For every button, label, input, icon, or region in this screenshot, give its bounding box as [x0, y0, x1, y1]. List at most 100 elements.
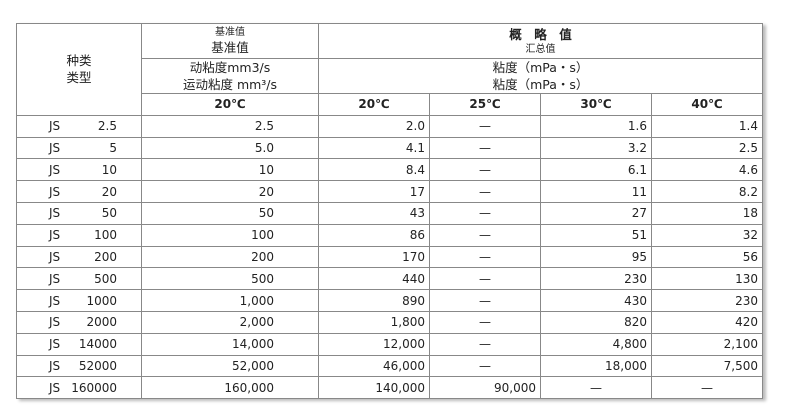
type-prefix: JS [49, 228, 61, 243]
type-grade: 10 [101, 162, 117, 177]
value-cell: 2,000 [141, 310, 319, 334]
table-row: JS 5 5.0 4.1—3.2 2.5 [16, 136, 763, 160]
value-cell: 1,000 [141, 289, 319, 312]
value-cell: 8.2 [651, 180, 763, 203]
approx-label: 概 略 值 [509, 27, 572, 42]
approx-unit-2: 粘度（mPa・s） [492, 77, 589, 92]
value-cell: — [429, 310, 541, 334]
value-cell: 4.1 [318, 136, 430, 160]
type-label: 种类 [66, 53, 92, 69]
reference-label: 基准值 [211, 40, 249, 55]
type-cell: JS 1000 [16, 289, 142, 312]
value-cell: 6.1 [540, 158, 652, 182]
type-grade: 160000 [71, 380, 117, 395]
table-row: JS 20 20 17—11 8.2 [16, 180, 763, 203]
type-cell: JS 100 [16, 223, 142, 247]
type-grade: 20 [101, 184, 117, 199]
type-cell: JS 500 [16, 267, 142, 291]
type-cell: JS 2.5 [16, 114, 142, 138]
type-prefix: JS [49, 293, 61, 308]
value-cell: 56 [651, 245, 763, 269]
viscosity-table: 种类 类型 基准值 基准值 概 略 值汇总值 动粘度mm3/s 运动粘度 mm³/s … [16, 23, 763, 400]
value-cell: 4.6 [651, 158, 763, 182]
value-cell: 820 [540, 310, 652, 334]
approx-unit: 粘度（mPa・s） 粘度（mPa・s） [318, 58, 763, 94]
type-prefix: JS [49, 315, 61, 330]
table-row: JS 50 50 43—27 18 [16, 201, 763, 225]
approx-label-small: 汇总值 [525, 44, 556, 55]
value-cell: 1,800 [318, 310, 430, 334]
value-cell: 43 [318, 201, 430, 225]
value-cell: — [429, 136, 541, 160]
value-cell: 27 [540, 201, 652, 225]
value-cell: 18,000 [540, 354, 652, 378]
type-prefix: JS [49, 119, 61, 134]
type-header: 种类 类型 [16, 23, 142, 116]
value-cell: 230 [540, 267, 652, 291]
table-row: JS 14000 14,000 12,000—4,800 2,100 [16, 332, 763, 356]
approx-header: 概 略 值汇总值 [318, 23, 763, 59]
value-cell: 12,000 [318, 332, 430, 356]
type-grade: 14000 [78, 337, 117, 352]
temp-header: 25℃ [429, 93, 541, 116]
value-cell: 2.0 [318, 114, 430, 138]
value-cell: 1.4 [651, 114, 763, 138]
value-cell: 4,800 [540, 332, 652, 356]
value-cell: — [429, 158, 541, 182]
temp-header: 20℃ [318, 93, 430, 116]
value-cell: 140,000 [318, 376, 430, 400]
value-cell: 52,000 [141, 354, 319, 378]
type-grade: 100 [94, 228, 117, 243]
value-cell: — [429, 332, 541, 356]
value-cell: — [429, 223, 541, 247]
reference-unit-2: 运动粘度 mm³/s [182, 77, 278, 92]
value-cell: 90,000 [429, 376, 541, 400]
value-cell: 86 [318, 223, 430, 247]
value-cell: — [429, 201, 541, 225]
value-cell: 160,000 [141, 376, 319, 400]
type-cell: JS 50 [16, 201, 142, 225]
table-row: JS 500 500 440—230 130 [16, 267, 763, 291]
table-row: JS 100 100 86—51 32 [16, 223, 763, 247]
type-grade: 500 [94, 271, 117, 286]
value-cell: 230 [651, 289, 763, 312]
value-cell: 170 [318, 245, 430, 269]
value-cell: 130 [651, 267, 763, 291]
temp-header: 40℃ [651, 93, 763, 116]
type-prefix: JS [49, 380, 61, 395]
value-cell: 3.2 [540, 136, 652, 160]
table-row: JS 10 10 8.4—6.1 4.6 [16, 158, 763, 182]
value-cell: 500 [141, 267, 319, 291]
type-grade: 1000 [86, 293, 117, 308]
type-prefix: JS [49, 337, 61, 352]
value-cell: 7,500 [651, 354, 763, 378]
type-prefix: JS [49, 140, 61, 155]
type-prefix: JS [49, 271, 61, 286]
value-cell: 2.5 [141, 114, 319, 138]
value-cell: 32 [651, 223, 763, 247]
table-row: JS 52000 52,000 46,000—18,000 7,500 [16, 354, 763, 378]
type-prefix: JS [49, 249, 61, 264]
type-cell: JS 20 [16, 180, 142, 203]
value-cell: 100 [141, 223, 319, 247]
type-grade: 50 [101, 206, 117, 221]
type-cell: JS 5 [16, 136, 142, 160]
value-cell: 17 [318, 180, 430, 203]
table-row: JS 160000 160,000 140,000 90,000— — [16, 376, 763, 400]
value-cell: 10 [141, 158, 319, 182]
value-cell: — [429, 245, 541, 269]
value-cell: 200 [141, 245, 319, 269]
approx-unit-1: 粘度（mPa・s） [492, 60, 589, 75]
type-grade: 200 [94, 249, 117, 264]
type-grade: 5 [109, 140, 117, 155]
value-cell: 1.6 [540, 114, 652, 138]
value-cell: 50 [141, 201, 319, 225]
type-cell: JS 52000 [16, 354, 142, 378]
reference-label-small: 基准值 [215, 27, 245, 38]
type-cell: JS 10 [16, 158, 142, 182]
type-cell: JS 160000 [16, 376, 142, 400]
type-cell: JS 2000 [16, 310, 142, 334]
value-cell: — [429, 267, 541, 291]
viscosity-table-container: 种类 类型 基准值 基准值 概 略 值汇总值 动粘度mm3/s 运动粘度 mm³/s … [16, 23, 763, 400]
type-grade: 2000 [86, 315, 117, 330]
